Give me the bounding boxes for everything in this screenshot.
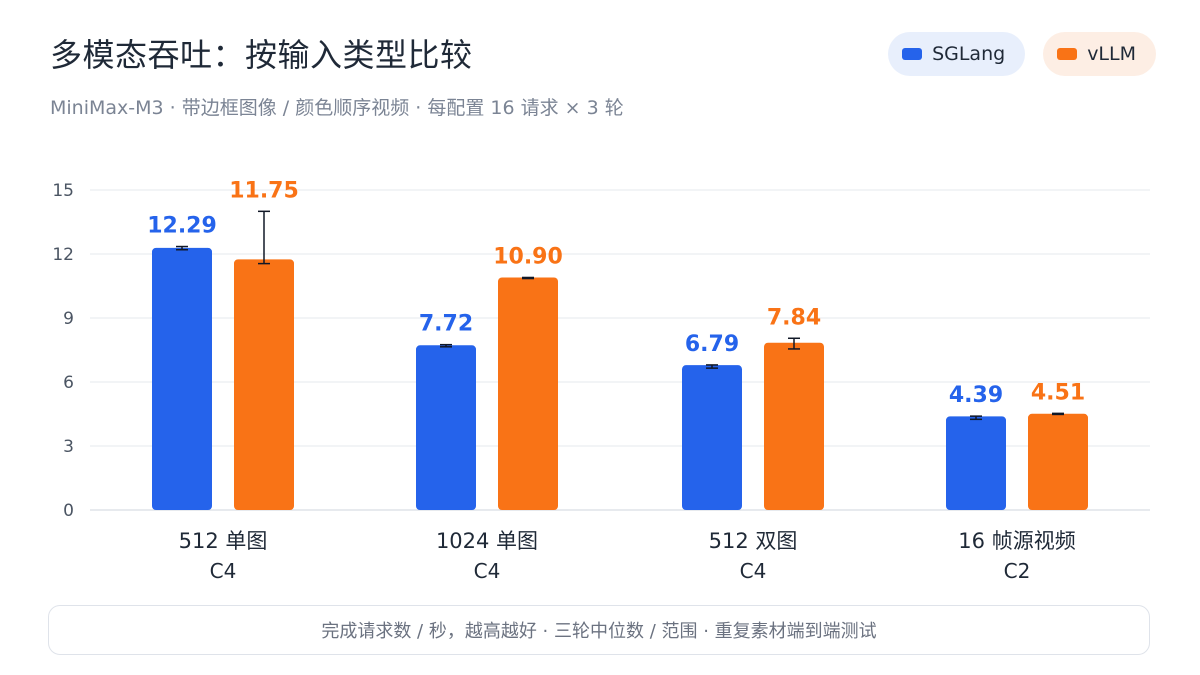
bar (234, 259, 294, 510)
x-category-label: 512 单图 (179, 529, 268, 553)
chart-subtitle: MiniMax-M3 · 带边框图像 / 颜色顺序视频 · 每配置 16 请求 … (50, 97, 624, 119)
x-sublabel: C4 (474, 559, 501, 583)
bar-chart: 0 3 6 9 12 15 12.29 11.75 512 单图 C4 7.72 10.90 1024 … (52, 178, 1150, 583)
footer-note: 完成请求数 / 秒，越高越好 · 三轮中位数 / 范围 · 重复素材端到端测试 (48, 605, 1150, 655)
bar (1028, 413, 1088, 510)
x-sublabel: C4 (740, 559, 767, 583)
y-tick-label: 12 (52, 245, 74, 265)
chart-title: 多模态吞吐：按输入类型比较 (50, 36, 473, 74)
data-label: 12.29 (147, 214, 217, 239)
x-sublabel: C4 (210, 559, 237, 583)
bar (152, 247, 212, 510)
x-category-label: 1024 单图 (436, 529, 538, 553)
legend-item-vllm[interactable]: vLLM (1043, 32, 1156, 76)
data-label: 7.72 (419, 312, 473, 337)
y-tick-label: 15 (52, 181, 74, 201)
legend-item-sglang[interactable]: SGLang (888, 32, 1026, 76)
legend-label-sglang: SGLang (932, 43, 1006, 65)
bar (498, 277, 558, 510)
bar (764, 342, 824, 510)
legend: SGLang vLLM (888, 32, 1156, 76)
x-category-label: 16 帧源视频 (958, 529, 1075, 553)
legend-swatch-sglang (902, 48, 923, 60)
data-label: 7.84 (767, 305, 821, 330)
data-label: 10.90 (493, 244, 563, 269)
bar (682, 365, 742, 510)
y-tick-label: 0 (63, 501, 74, 521)
bar (416, 345, 476, 510)
y-tick-label: 6 (63, 373, 74, 393)
x-sublabel: C2 (1004, 559, 1031, 583)
data-label: 4.51 (1031, 380, 1085, 405)
bar (946, 416, 1006, 510)
y-tick-label: 3 (63, 437, 74, 457)
legend-label-vllm: vLLM (1087, 43, 1136, 65)
data-label: 6.79 (685, 332, 739, 357)
x-category-label: 512 双图 (709, 529, 798, 553)
y-tick-label: 9 (63, 309, 74, 329)
data-label: 4.39 (949, 383, 1003, 408)
data-label: 11.75 (229, 178, 299, 203)
legend-swatch-vllm (1057, 48, 1078, 60)
